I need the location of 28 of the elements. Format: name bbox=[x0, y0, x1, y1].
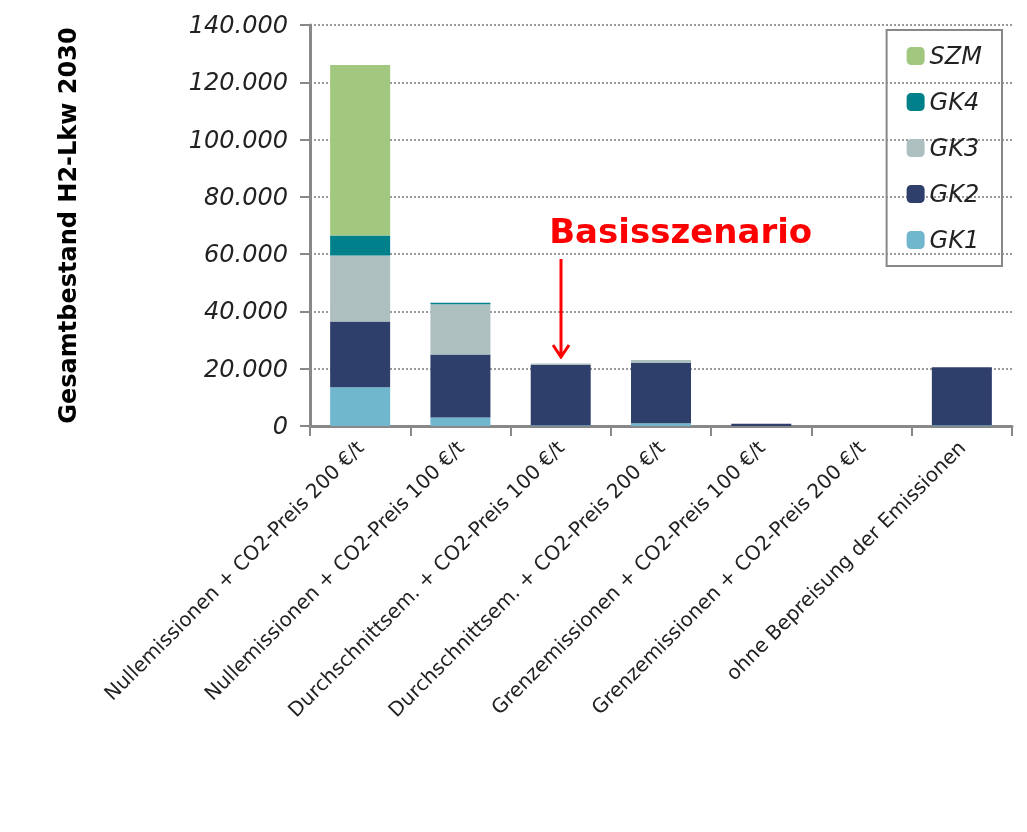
legend-label: GK1 bbox=[929, 226, 980, 254]
y-tick-label: 80.000 bbox=[204, 182, 288, 211]
legend-label: GK2 bbox=[929, 180, 980, 208]
bar bbox=[330, 255, 391, 322]
bar bbox=[430, 304, 491, 355]
bar bbox=[631, 362, 691, 424]
y-axis-title: Gesamtbestand H2-Lkw 2030 bbox=[54, 27, 82, 424]
y-tick-label: 20.000 bbox=[204, 354, 288, 383]
legend-label: SZM bbox=[929, 42, 983, 70]
y-tick-label: 60.000 bbox=[204, 240, 288, 269]
bar bbox=[330, 321, 391, 388]
bar bbox=[430, 354, 491, 418]
bar bbox=[330, 235, 391, 256]
bar bbox=[330, 387, 391, 426]
bar bbox=[931, 367, 992, 426]
y-tick-label: 100.000 bbox=[188, 125, 288, 154]
y-tick-label: 140.000 bbox=[188, 11, 288, 39]
y-tick-label: 40.000 bbox=[204, 297, 288, 326]
y-tick-label: 120.000 bbox=[188, 68, 288, 97]
bar bbox=[330, 65, 391, 236]
annotation: Basisszenario bbox=[549, 211, 813, 251]
bar bbox=[430, 417, 491, 426]
legend-label: GK4 bbox=[929, 88, 980, 116]
y-tick-label: 0 bbox=[272, 412, 288, 440]
bar bbox=[530, 364, 591, 426]
legend-label: GK3 bbox=[929, 134, 980, 162]
bar bbox=[631, 423, 691, 426]
bar bbox=[631, 360, 691, 363]
